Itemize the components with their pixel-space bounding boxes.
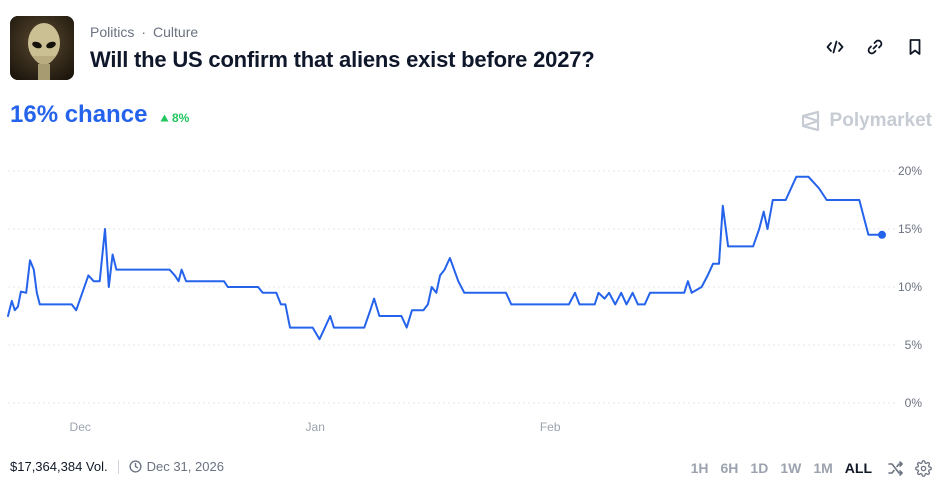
- breadcrumb: Politics · Culture: [90, 24, 198, 40]
- brand-name: Polymarket: [829, 110, 932, 131]
- y-tick-label: 20%: [898, 164, 922, 178]
- link-icon: [867, 39, 883, 55]
- price-chart: 0% 5% 10% 15% 20% Dec Jan Feb: [7, 164, 922, 434]
- range-1d[interactable]: 1D: [750, 460, 769, 476]
- range-1m[interactable]: 1M: [813, 460, 833, 476]
- footer-divider: [117, 459, 119, 474]
- polymarket-icon: [801, 110, 819, 132]
- time-range-selector: 1H 6H 1D 1W 1M ALL: [685, 457, 934, 479]
- bookmark-icon: [909, 39, 921, 55]
- category-separator: ·: [141, 24, 147, 40]
- end-date-text: Dec 31, 2026: [146, 459, 224, 474]
- range-all[interactable]: ALL: [844, 460, 872, 476]
- shuffle-icon: [887, 460, 903, 476]
- series-line: [7, 175, 883, 341]
- y-tick-label: 5%: [905, 338, 923, 352]
- x-tick-label: Dec: [70, 420, 91, 434]
- y-tick-label: 0%: [905, 396, 923, 410]
- x-tick-label: Feb: [540, 420, 561, 434]
- copy-link-button[interactable]: [864, 36, 886, 58]
- compare-button[interactable]: [884, 457, 906, 479]
- bookmark-button[interactable]: [904, 36, 926, 58]
- market-thumbnail: [10, 16, 74, 80]
- change-value: 8%: [172, 111, 190, 125]
- change-badge: 8%: [160, 111, 189, 125]
- chance-value: 16% chance: [10, 101, 148, 128]
- series-endpoint: [878, 230, 886, 239]
- category-culture[interactable]: Culture: [153, 24, 199, 40]
- range-1h[interactable]: 1H: [690, 460, 709, 476]
- end-date: Dec 31, 2026: [129, 459, 224, 474]
- clock-icon: [129, 460, 142, 473]
- range-6h[interactable]: 6H: [720, 460, 739, 476]
- chart-grid: [8, 170, 895, 404]
- y-axis-labels: 0% 5% 10% 15% 20%: [898, 164, 922, 410]
- triangle-up-icon: [160, 114, 169, 122]
- alien-image: [10, 16, 74, 80]
- category-politics[interactable]: Politics: [90, 24, 135, 40]
- polymarket-logo: Polymarket: [800, 110, 932, 132]
- chart-series: [7, 175, 886, 341]
- market-title: Will the US confirm that aliens exist be…: [90, 47, 595, 72]
- embed-button[interactable]: [824, 36, 846, 58]
- market-footer: $17,364,384 Vol. Dec 31, 2026: [10, 459, 224, 474]
- x-axis-labels: Dec Jan Feb: [70, 420, 561, 434]
- embed-icon: [826, 40, 844, 54]
- settings-button[interactable]: [912, 457, 934, 479]
- range-1w[interactable]: 1W: [780, 460, 802, 476]
- header-actions: [824, 36, 926, 58]
- y-tick-label: 15%: [898, 222, 922, 236]
- x-tick-label: Jan: [306, 420, 325, 434]
- y-tick-label: 10%: [898, 280, 922, 294]
- volume: $17,364,384 Vol.: [10, 459, 108, 474]
- gear-icon: [914, 459, 932, 477]
